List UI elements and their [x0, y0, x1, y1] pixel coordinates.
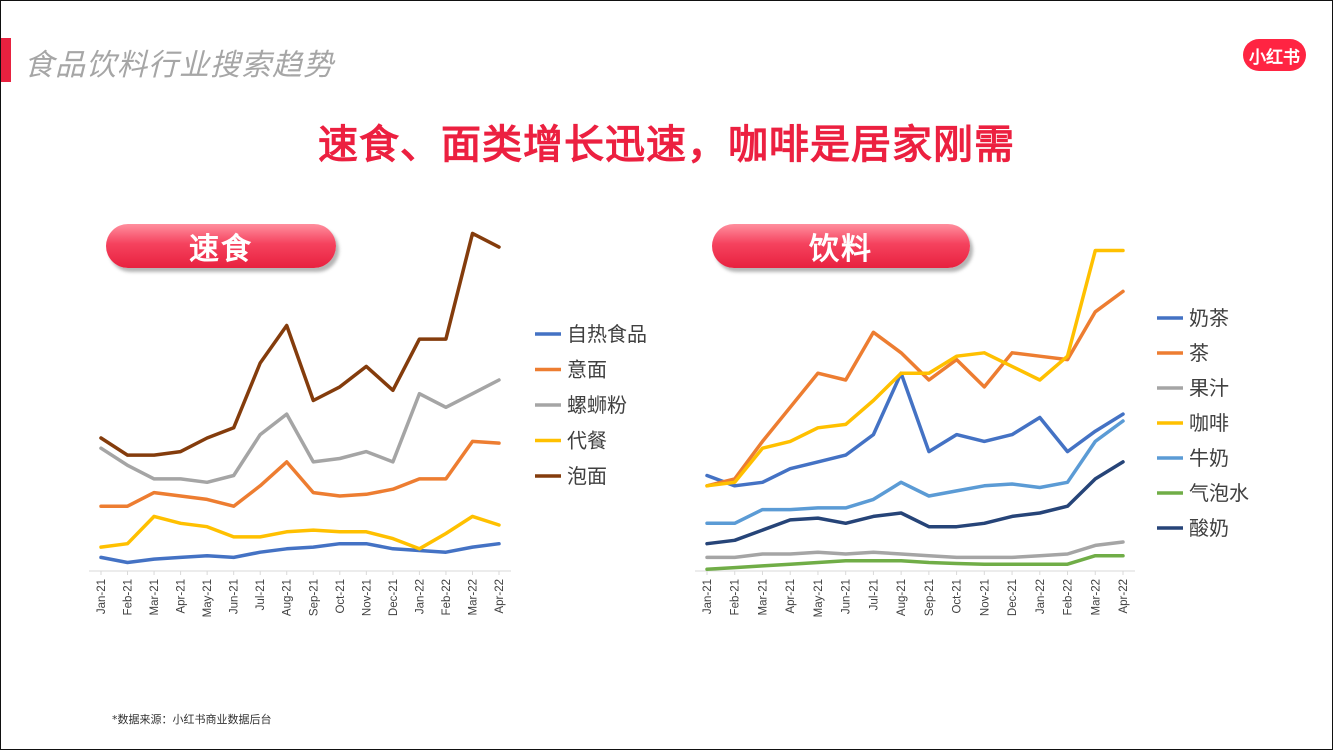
x-tick-label: May-21 — [202, 579, 214, 617]
series-line — [705, 248, 1125, 488]
headline: 速食、面类增长迅速，咖啡是居家刚需 — [318, 122, 1015, 168]
series-line — [705, 419, 1125, 526]
series-line — [705, 540, 1125, 560]
x-tick-label: Mar-22 — [467, 579, 479, 615]
x-tick-label: Sep-21 — [924, 579, 936, 616]
chart-title-instant-food: 速食 — [106, 224, 336, 268]
legend-label: 牛奶 — [1189, 446, 1229, 470]
legend-label: 茶 — [1189, 341, 1209, 365]
x-tick-label: Nov-21 — [361, 579, 373, 616]
x-tick-label: Feb-22 — [441, 579, 453, 615]
x-tick-label: Jan-22 — [414, 579, 426, 614]
x-tick-label: Nov-21 — [979, 579, 991, 616]
x-tick-label: Apr-21 — [785, 579, 797, 614]
x-tick-label: Jul-21 — [868, 579, 880, 610]
legend-label: 代餐 — [567, 429, 607, 453]
series-line — [705, 289, 1125, 488]
x-tick-label: Dec-21 — [388, 579, 400, 616]
x-tick-label: Mar-22 — [1090, 579, 1102, 615]
legend-label: 果汁 — [1189, 376, 1229, 400]
section-title: 食品饮料行业搜索趋势 — [24, 48, 334, 83]
legend-label: 自热食品 — [567, 322, 647, 346]
series-line — [99, 231, 501, 457]
x-tick-label: Mar-21 — [149, 579, 161, 615]
x-tick-label: Feb-21 — [123, 579, 135, 615]
legend-label: 螺蛳粉 — [567, 393, 627, 417]
x-tick-label: Jan-21 — [96, 579, 108, 614]
x-tick-label: Apr-21 — [176, 579, 188, 614]
series-line — [99, 541, 501, 565]
legend-label: 酸奶 — [1189, 516, 1229, 540]
data-source-note: *数据来源：小红书商业数据后台 — [112, 713, 272, 726]
series-line — [705, 371, 1125, 488]
x-tick-label: Oct-21 — [952, 579, 964, 614]
series-line — [99, 439, 501, 508]
series-line — [705, 460, 1125, 546]
x-tick-label: Jan-21 — [702, 579, 714, 614]
x-tick-label: Oct-21 — [335, 579, 347, 614]
legend-label: 泡面 — [567, 464, 607, 488]
title-accent-bar — [1, 38, 11, 82]
xiaohongshu-logo: 小红书 — [1243, 39, 1306, 71]
x-tick-label: Apr-22 — [494, 579, 506, 614]
chart-title-beverages: 饮料 — [712, 224, 970, 268]
legend-label: 气泡水 — [1189, 481, 1249, 505]
legend-label: 奶茶 — [1189, 306, 1229, 330]
series-line — [705, 553, 1125, 572]
x-tick-label: Aug-21 — [282, 579, 294, 616]
x-tick-label: Feb-21 — [730, 579, 742, 615]
series-line — [99, 514, 501, 551]
x-tick-label: May-21 — [813, 579, 825, 617]
x-tick-label: Dec-21 — [1007, 579, 1019, 616]
x-tick-label: Jun-21 — [841, 579, 853, 614]
x-tick-label: Sep-21 — [308, 579, 320, 616]
x-tick-label: Jan-22 — [1035, 579, 1047, 614]
legend-label: 意面 — [567, 358, 607, 382]
legend-label: 咖啡 — [1189, 411, 1229, 435]
x-tick-label: Jul-21 — [255, 579, 267, 610]
x-tick-label: Aug-21 — [896, 579, 908, 616]
x-tick-label: Apr-22 — [1118, 579, 1130, 614]
series-line — [99, 378, 501, 485]
x-tick-label: Jun-21 — [229, 579, 241, 614]
x-tick-label: Feb-22 — [1063, 579, 1075, 615]
x-tick-label: Mar-21 — [757, 579, 769, 615]
